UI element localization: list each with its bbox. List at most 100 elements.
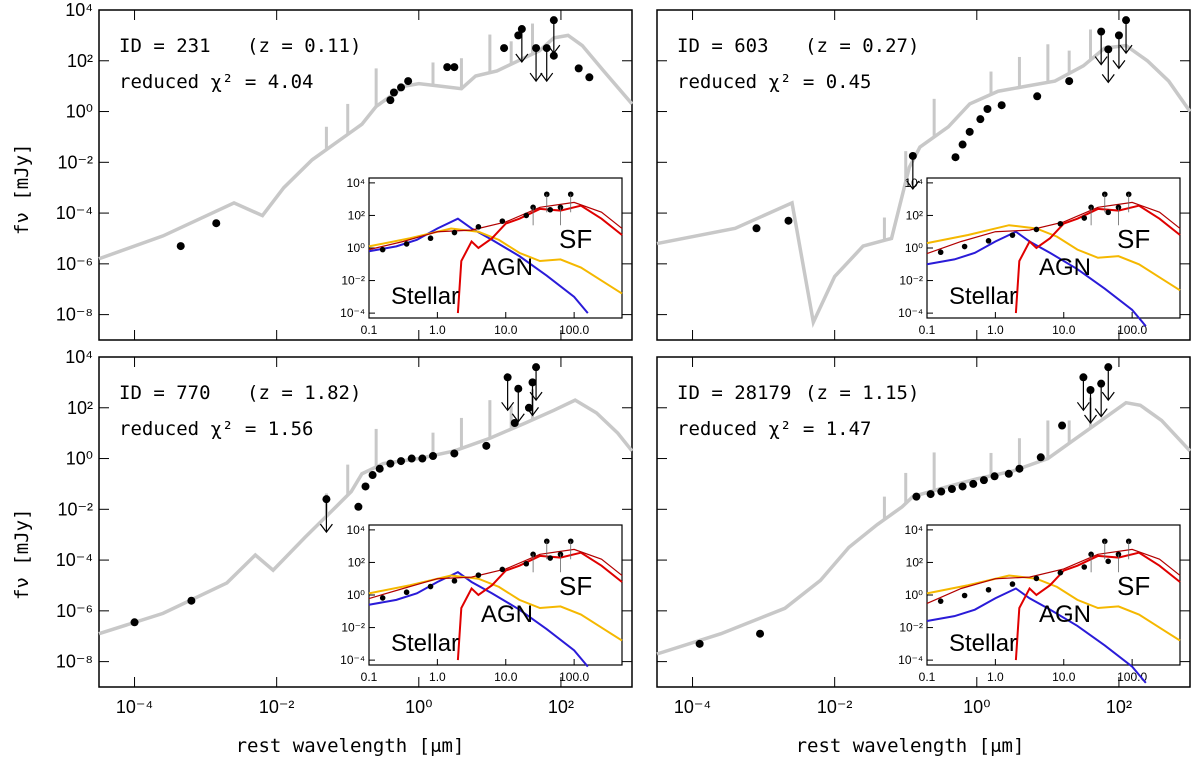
panel-1: 10⁴ 10² 10⁰ 10⁻² 10⁻⁴ 10⁻⁶ 10⁻⁸ ID = 231 (z = 0.… [56, 0, 634, 341]
data-point [500, 44, 509, 53]
chi2-label: reduced χ² = 0.45 [677, 71, 871, 93]
upper-limit-arrow [529, 72, 543, 83]
y-tick-label: 10⁻⁴ [56, 203, 93, 223]
inset-stellar-curve [368, 217, 589, 314]
upper-limit-arrow [1094, 408, 1108, 418]
inset-data-point [1033, 226, 1040, 233]
inset-data-point [1105, 209, 1112, 216]
x-tick-label: 10⁻² [259, 697, 295, 717]
inset-x-tick-label: 1.0 [987, 323, 1004, 337]
inset-data-point [475, 572, 482, 578]
inset-data-point [523, 212, 530, 219]
inset-sf-curve [456, 204, 623, 314]
upper-limit-arrow [906, 180, 920, 190]
inset-y-tick-label: 10² [348, 555, 365, 569]
ylabel-text-top: fν [mJy] [11, 143, 33, 235]
data-point [979, 476, 988, 485]
upper-limit-arrow [1112, 60, 1126, 70]
data-point [784, 216, 793, 225]
id-label: ID = 231 [119, 35, 211, 57]
y-tick-label: 10⁻⁸ [56, 305, 93, 325]
upper-limit-arrow [540, 72, 554, 83]
inset-sf-curve [1014, 204, 1181, 314]
inset-data-point [499, 566, 506, 573]
inset-data-point [403, 241, 410, 247]
data-point [375, 464, 384, 473]
data-point [752, 224, 761, 233]
inset-x-tick-label: 10.0 [494, 670, 518, 684]
inset-y-tick-label: 10⁻⁴ [898, 306, 923, 320]
upper-limit-arrow [501, 401, 515, 412]
y-tick-label: 10⁰ [66, 102, 93, 122]
inset-y-tick-label: 10⁻² [899, 274, 923, 288]
inset-x-tick-label: 0.1 [919, 670, 936, 684]
inset-sf-label: SF [1117, 224, 1150, 254]
redshift-label: (z = 1.82) [247, 382, 361, 404]
inset-data-point [427, 235, 434, 242]
panel-2: ID = 603 (z = 0.27) reduced χ² = 0.45 0.1 1.… [656, 9, 1192, 341]
inset-data-point [961, 243, 968, 250]
inset-plot: 0.1 1.0 10.0 100.0 10⁴ 10² 10⁰ 10⁻² 10⁻⁴ Stellar A… [340, 176, 623, 337]
inset-data-point [379, 246, 386, 253]
inset-data-point [427, 583, 434, 590]
inset-x-tick-label: 10.0 [1052, 323, 1076, 337]
data-point [951, 153, 960, 162]
inset-total-curve [368, 548, 623, 600]
inset-stellar-label: Stellar [391, 283, 459, 310]
inset-x-tick-label: 1.0 [429, 323, 446, 337]
inset-data-point [451, 229, 458, 236]
model-curve [98, 33, 634, 261]
inset-y-tick-label: 10⁴ [904, 523, 923, 537]
inset-data-point [379, 595, 386, 601]
x-tick-label: 10⁻² [817, 697, 853, 717]
data-point [514, 31, 523, 40]
data-point [574, 64, 583, 73]
x-axis-label-right: rest wavelength [μm] [796, 735, 1025, 757]
data-point [997, 101, 1006, 110]
data-point [389, 88, 398, 97]
data-point [361, 482, 370, 491]
x-tick-label: 10² [548, 697, 574, 717]
redshift-label: (z = 0.11) [247, 35, 361, 57]
id-label: ID = 603 [677, 35, 769, 57]
inset-agn-label: AGN [1039, 601, 1091, 628]
inset-y-tick-label: 10⁻² [341, 274, 365, 288]
y-tick-label: 10⁻⁴ [56, 550, 93, 570]
data-point [482, 441, 491, 450]
inset-stellar-label: Stellar [949, 630, 1017, 657]
inset-total-curve [926, 201, 1181, 255]
upper-limit-arrow [547, 44, 561, 55]
inset-total-curve [368, 201, 623, 251]
chi2-label: reduced χ² = 1.47 [677, 418, 871, 440]
inset-plot: 0.1 1.0 10.0 100.0 10⁴ 10² 10⁰ 10⁻² 10⁻⁴ Stellar A… [898, 523, 1181, 684]
inset-data-point [1057, 220, 1064, 227]
inset-data-point [985, 586, 992, 593]
inset-frame [926, 177, 1181, 319]
data-point [1033, 92, 1042, 101]
model-curve [98, 398, 634, 636]
inset-data-point [547, 555, 554, 561]
redshift-label: (z = 0.27) [805, 35, 919, 57]
data-point [429, 452, 438, 460]
inset-data-point [937, 249, 944, 256]
x-tick-label: 10⁻⁴ [116, 697, 153, 717]
upper-limit-arrow [515, 53, 529, 64]
data-point [983, 105, 992, 113]
data-point [1058, 421, 1067, 430]
inset-x-tick-label: 0.1 [361, 670, 378, 684]
data-point [1004, 469, 1013, 478]
data-point [368, 471, 377, 480]
inset-stellar-curve [926, 587, 1147, 684]
upper-limit-arrow [1094, 56, 1108, 66]
inset-y-tick-label: 10⁴ [346, 523, 365, 537]
inset-y-tick-label: 10⁴ [904, 176, 923, 190]
chi2-label: reduced χ² = 4.04 [119, 71, 313, 93]
data-point [212, 219, 221, 228]
data-point [976, 115, 985, 124]
panel-4: 10⁻⁴ 10⁻² 10⁰ 10² ID = 28179 (z = 1.15) reduce… [656, 356, 1192, 717]
inset-x-tick-label: 10.0 [1052, 670, 1076, 684]
inset-data-point [1057, 569, 1064, 576]
inset-y-tick-label: 10⁻² [899, 621, 923, 635]
redshift-label: (z = 1.15) [805, 382, 919, 404]
